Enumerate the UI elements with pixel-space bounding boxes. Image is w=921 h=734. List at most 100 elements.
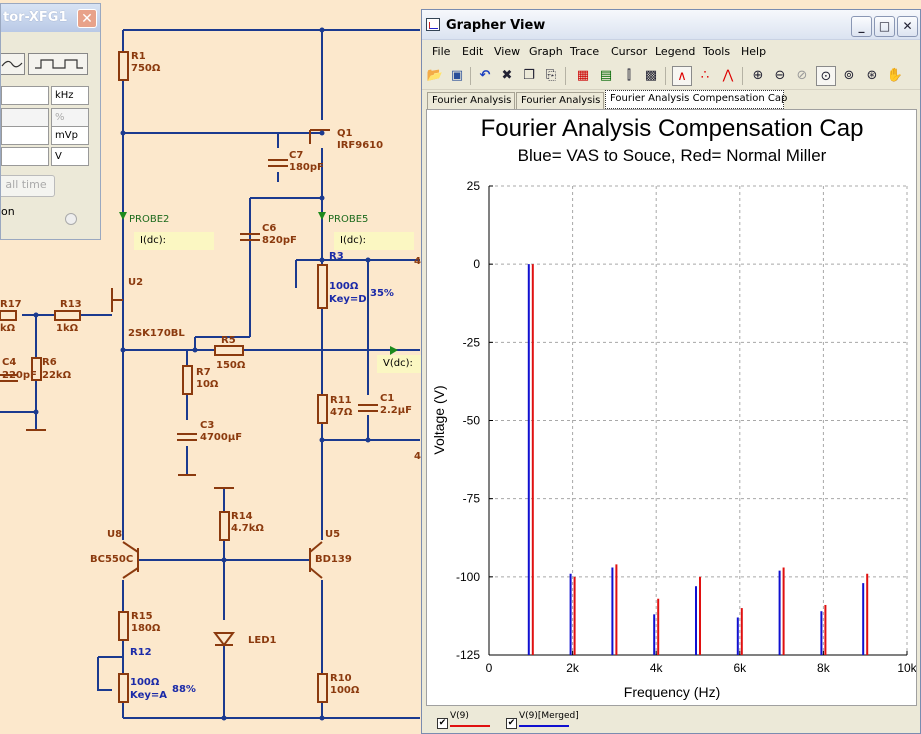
menu-legend[interactable]: Legend bbox=[655, 45, 696, 58]
probe2-idc-readout: I(dc): bbox=[134, 232, 214, 250]
frequency-unit[interactable]: kHz bbox=[51, 86, 89, 105]
amplitude-field[interactable] bbox=[1, 126, 49, 145]
label-c3-name: C3 bbox=[200, 420, 214, 431]
grid-toggle-icon[interactable]: ▦ bbox=[576, 68, 590, 83]
monitor-label: on bbox=[1, 205, 15, 218]
menu-cursor[interactable]: Cursor bbox=[611, 45, 648, 58]
reverse-colors-icon[interactable]: ▩ bbox=[644, 68, 658, 83]
duty-cycle-unit: % bbox=[51, 108, 89, 127]
menu-file[interactable]: File bbox=[432, 45, 451, 58]
grapher-app-icon bbox=[426, 18, 440, 31]
label-r15-name: R15 bbox=[131, 611, 153, 622]
point-plot-icon[interactable]: ∴ bbox=[700, 68, 710, 83]
x-tick-label: 6k bbox=[733, 661, 747, 675]
plot-area[interactable]: Fourier Analysis Compensation Cap Blue= … bbox=[426, 109, 917, 706]
menu-trace[interactable]: Trace bbox=[570, 45, 600, 58]
label-c1-name: C1 bbox=[380, 393, 394, 404]
menu-view[interactable]: View bbox=[494, 45, 521, 58]
function-generator-titlebar[interactable]: tor-XFG1 ✕ bbox=[1, 4, 100, 32]
legend-swatch-v9 bbox=[450, 725, 490, 727]
label-probe2: PROBE2 bbox=[129, 214, 169, 225]
y-axis-label: Voltage (V) bbox=[431, 385, 447, 454]
menu-graph[interactable]: Graph bbox=[529, 45, 563, 58]
label-u8-value: BC550C bbox=[90, 554, 133, 565]
amplitude-unit[interactable]: mVp bbox=[51, 126, 89, 145]
label-r12-value: 100Ω bbox=[130, 677, 160, 688]
label-r13-value: 1kΩ bbox=[56, 323, 79, 334]
offset-field[interactable] bbox=[1, 147, 49, 166]
frequency-field[interactable] bbox=[1, 86, 49, 105]
label-c7-value: 180pF bbox=[289, 162, 324, 173]
tab-fourier-analysis-1[interactable]: Fourier Analysis bbox=[427, 92, 515, 109]
x-axis-label: Frequency (Hz) bbox=[624, 684, 720, 700]
zoom-y-icon[interactable]: ⊛ bbox=[866, 68, 878, 83]
label-r14-name: R14 bbox=[231, 511, 253, 522]
menu-help[interactable]: Help bbox=[741, 45, 767, 58]
label-c6-name: C6 bbox=[262, 223, 276, 234]
zoom-full-icon[interactable]: ⊘ bbox=[796, 68, 808, 83]
label-r1-name: R1 bbox=[131, 51, 146, 62]
fourier-chart: Fourier Analysis Compensation Cap Blue= … bbox=[431, 115, 916, 700]
label-q1-name: Q1 bbox=[337, 128, 353, 139]
undo-icon[interactable]: ↶ bbox=[479, 68, 491, 83]
label-r6-name: R6 bbox=[42, 357, 57, 368]
amplitude-row: mVp bbox=[1, 126, 97, 145]
label-r12-name: R12 bbox=[130, 647, 152, 658]
label-c7-name: C7 bbox=[289, 150, 303, 161]
sine-wave-icon bbox=[1, 60, 23, 68]
copy-icon[interactable]: ❐ bbox=[523, 68, 535, 83]
zoom-in-icon[interactable]: ⊕ bbox=[752, 68, 764, 83]
zoom-x-icon[interactable]: ⊚ bbox=[843, 68, 855, 83]
menu-edit[interactable]: Edit bbox=[462, 45, 484, 58]
grapher-title: Grapher View bbox=[446, 18, 546, 33]
toolbar: 📂 ▣ ↶ ✖ ❐ ⎘ ▦ ▤ ⫿ ▩ ∧ ∴ ⋀ ⊕ ⊖ ⊘ ⊙ ⊚ ⊛ ✋ bbox=[422, 64, 920, 90]
function-generator-window: tor-XFG1 ✕ kHz % mVp V all time on bbox=[0, 3, 101, 240]
line-point-plot-icon[interactable]: ⋀ bbox=[722, 68, 734, 83]
label-r7-value: 10Ω bbox=[196, 379, 219, 390]
connector-label-top: 4 bbox=[414, 256, 421, 267]
legend-checkbox-v9[interactable]: ✔ bbox=[437, 718, 448, 729]
set-all-time-button: all time bbox=[1, 175, 55, 197]
label-c4-name: C4 bbox=[2, 357, 16, 368]
y-tick-label: -50 bbox=[463, 414, 481, 428]
open-icon[interactable]: 📂 bbox=[426, 68, 444, 83]
window-close-button[interactable]: ✕ bbox=[897, 16, 918, 37]
label-u8-name: U8 bbox=[107, 529, 122, 540]
zoom-area-icon[interactable]: ⊙ bbox=[816, 66, 836, 86]
frequency-row: kHz bbox=[1, 86, 97, 105]
label-u5-value: BD139 bbox=[315, 554, 352, 565]
legend-item-v9-merged[interactable]: ✔ V(9)[Merged] bbox=[506, 711, 586, 731]
save-icon[interactable]: ▣ bbox=[450, 68, 464, 83]
square-wave-button[interactable] bbox=[28, 53, 88, 75]
cut-icon[interactable]: ✖ bbox=[501, 68, 513, 83]
label-r5-value: 150Ω bbox=[216, 360, 246, 371]
vdc-readout: V(dc): bbox=[377, 355, 421, 373]
minimize-button[interactable]: _ bbox=[851, 16, 872, 37]
paste-icon[interactable]: ⎘ bbox=[545, 68, 557, 83]
monitor-indicator-icon bbox=[65, 213, 77, 225]
label-c1-value: 2.2µF bbox=[380, 405, 412, 416]
zoom-out-icon[interactable]: ⊖ bbox=[774, 68, 786, 83]
x-tick-label: 2k bbox=[566, 661, 580, 675]
x-tick-label: 4k bbox=[650, 661, 664, 675]
menu-tools[interactable]: Tools bbox=[703, 45, 731, 58]
offset-unit[interactable]: V bbox=[51, 147, 89, 166]
pan-hand-icon[interactable]: ✋ bbox=[886, 68, 904, 83]
tab-fourier-analysis-compensation-cap[interactable]: Fourier Analysis Compensation Cap bbox=[605, 90, 787, 109]
x-tick-label: 8k bbox=[817, 661, 831, 675]
legend-toggle-icon[interactable]: ▤ bbox=[599, 68, 613, 83]
legend-checkbox-v9-merged[interactable]: ✔ bbox=[506, 718, 517, 729]
label-c4-value: 220pF bbox=[2, 370, 37, 381]
tab-fourier-analysis-2[interactable]: Fourier Analysis bbox=[516, 92, 604, 109]
maximize-button[interactable]: □ bbox=[874, 16, 895, 37]
label-c3-value: 4700µF bbox=[200, 432, 242, 443]
label-r11-value: 47Ω bbox=[330, 407, 353, 418]
label-r3-key: Key=D bbox=[329, 294, 367, 305]
line-plot-icon[interactable]: ∧ bbox=[672, 66, 692, 86]
grapher-titlebar[interactable]: Grapher View _ □ ✕ bbox=[422, 10, 920, 40]
cursors-toggle-icon[interactable]: ⫿ bbox=[626, 68, 632, 83]
legend-item-v9[interactable]: ✔ V(9) bbox=[437, 711, 497, 731]
sine-wave-button[interactable] bbox=[1, 53, 25, 75]
close-button[interactable]: ✕ bbox=[77, 9, 97, 28]
